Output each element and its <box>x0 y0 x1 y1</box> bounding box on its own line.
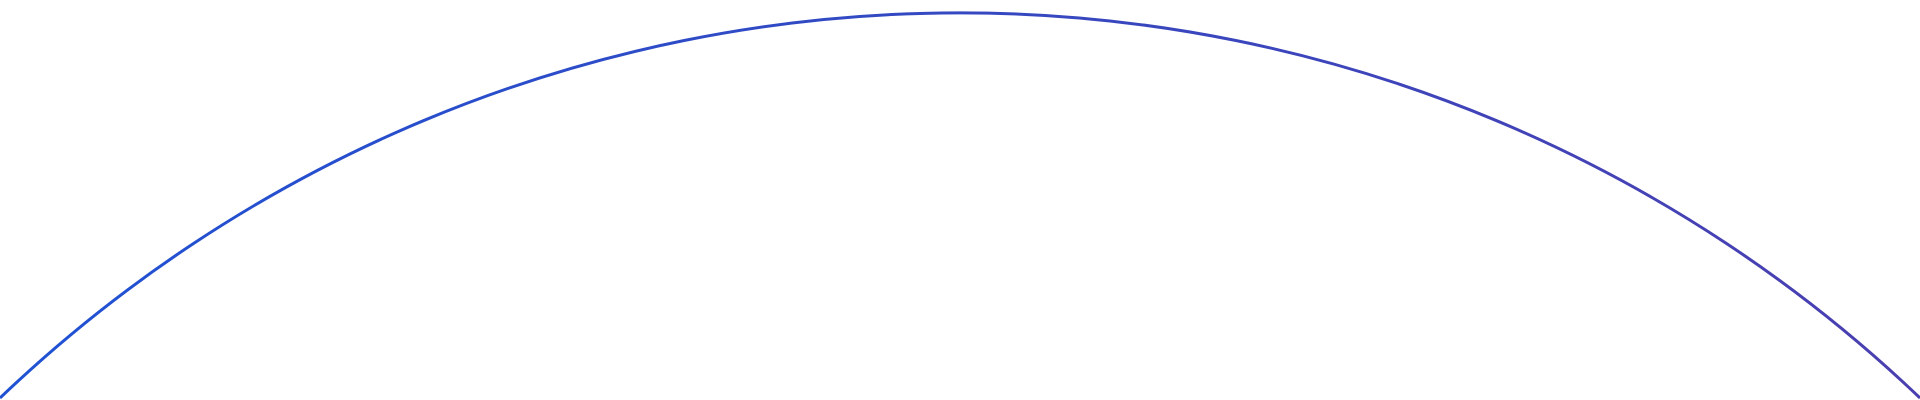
decorative-arc <box>0 11 1920 400</box>
